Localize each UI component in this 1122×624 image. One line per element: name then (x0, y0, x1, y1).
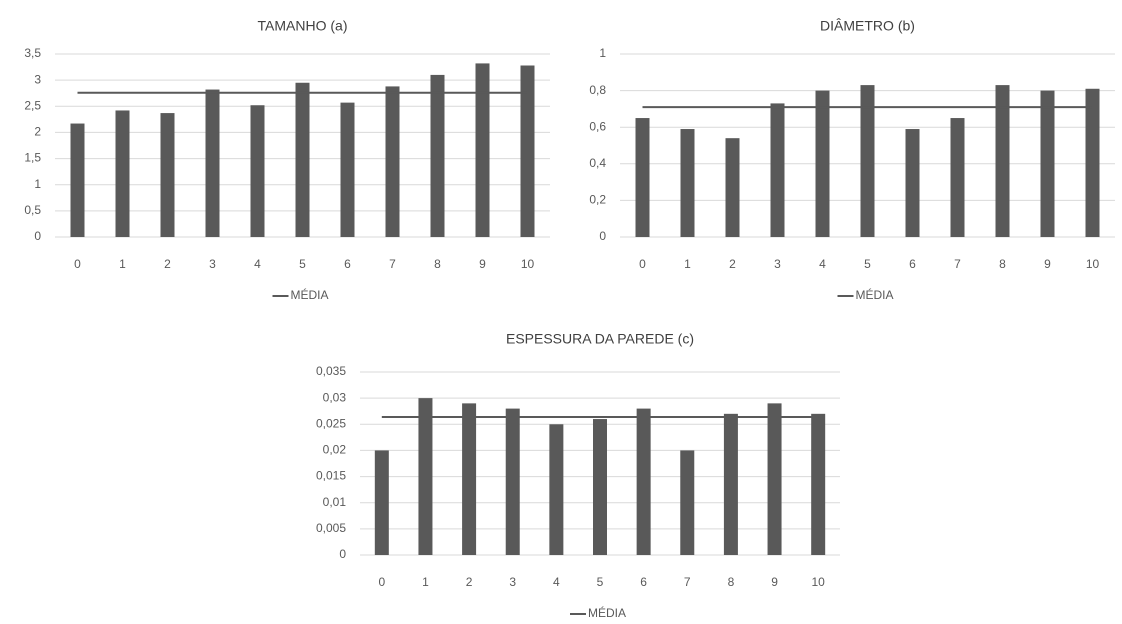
bar (385, 86, 400, 237)
x-tick-label: 5 (864, 257, 871, 271)
x-tick-label: 6 (344, 257, 351, 271)
bar (205, 89, 220, 237)
y-tick-label: 0,02 (323, 443, 347, 457)
x-tick-label: 3 (509, 575, 516, 589)
bar (1085, 88, 1100, 238)
bar (70, 123, 85, 237)
bar (250, 105, 265, 238)
y-tick-label: 2,5 (24, 98, 41, 112)
bar (430, 74, 445, 238)
x-tick-label: 10 (812, 575, 826, 589)
y-tick-label: 1 (34, 177, 41, 191)
x-tick-label: 4 (553, 575, 560, 589)
y-tick-label: 2 (34, 125, 41, 139)
y-tick-label: 0,5 (24, 203, 41, 217)
y-tick-label: 0,03 (323, 390, 347, 404)
bar (767, 403, 782, 555)
bar (520, 65, 535, 237)
x-tick-label: 9 (771, 575, 778, 589)
bar (115, 110, 130, 237)
bar (995, 85, 1010, 237)
x-tick-label: 4 (254, 257, 261, 271)
bar (340, 102, 355, 237)
y-tick-label: 0 (339, 547, 346, 561)
x-tick-label: 0 (639, 257, 646, 271)
y-tick-label: 0,005 (316, 521, 346, 535)
x-tick-label: 2 (729, 257, 736, 271)
x-tick-label: 3 (774, 257, 781, 271)
x-tick-label: 2 (466, 575, 473, 589)
y-tick-label: 0,015 (316, 469, 346, 483)
x-tick-label: 10 (1086, 257, 1100, 271)
x-tick-label: 10 (521, 257, 535, 271)
y-tick-label: 0,6 (589, 119, 606, 133)
x-tick-label: 2 (164, 257, 171, 271)
x-tick-label: 8 (999, 257, 1006, 271)
y-tick-label: 3 (34, 72, 41, 86)
y-tick-label: 0,025 (316, 416, 346, 430)
x-tick-label: 9 (1044, 257, 1051, 271)
bar (295, 82, 310, 237)
x-tick-label: 6 (640, 575, 647, 589)
chart-title: DIÂMETRO (b) (820, 18, 915, 34)
bar (636, 408, 651, 555)
y-tick-label: 0,4 (589, 156, 606, 170)
x-tick-label: 9 (479, 257, 486, 271)
y-tick-label: 0,8 (589, 83, 606, 97)
bar (475, 63, 490, 237)
x-tick-label: 3 (209, 257, 216, 271)
legend-label: MÉDIA (291, 287, 329, 302)
bar (811, 413, 826, 555)
x-tick-label: 0 (378, 575, 385, 589)
bar (770, 103, 785, 237)
bar (418, 398, 433, 555)
x-tick-label: 7 (954, 257, 961, 271)
y-tick-label: 3,5 (24, 46, 41, 60)
x-tick-label: 5 (597, 575, 604, 589)
legend-label: MÉDIA (588, 605, 626, 620)
bar (680, 129, 695, 237)
bar (374, 450, 389, 555)
y-tick-label: 0,2 (589, 193, 606, 207)
chart-title: ESPESSURA DA PAREDE (c) (506, 331, 694, 347)
bar (462, 403, 477, 555)
bar (860, 85, 875, 237)
bar (505, 408, 520, 555)
y-tick-label: 0 (599, 229, 606, 243)
x-tick-label: 0 (74, 257, 81, 271)
y-tick-label: 0 (34, 229, 41, 243)
x-tick-label: 6 (909, 257, 916, 271)
x-tick-label: 5 (299, 257, 306, 271)
bar (950, 118, 965, 237)
bar (593, 419, 607, 555)
bar (1040, 90, 1055, 237)
bar (549, 424, 564, 555)
y-tick-label: 1,5 (24, 151, 41, 165)
x-tick-label: 1 (119, 257, 126, 271)
bar (723, 413, 738, 555)
x-tick-label: 4 (819, 257, 826, 271)
bar (725, 138, 740, 237)
x-tick-label: 7 (684, 575, 691, 589)
bar (160, 113, 175, 237)
y-tick-label: 0,01 (323, 495, 347, 509)
bar (905, 129, 920, 237)
x-tick-label: 1 (684, 257, 691, 271)
bar (635, 118, 650, 237)
x-tick-label: 8 (434, 257, 441, 271)
x-tick-label: 7 (389, 257, 396, 271)
legend-label: MÉDIA (856, 287, 894, 302)
x-tick-label: 1 (422, 575, 429, 589)
y-tick-label: 0,035 (316, 364, 346, 378)
bar (680, 450, 695, 555)
y-tick-label: 1 (599, 46, 606, 60)
x-tick-label: 8 (728, 575, 735, 589)
bar (815, 90, 830, 237)
chart-title: TAMANHO (a) (258, 18, 348, 34)
